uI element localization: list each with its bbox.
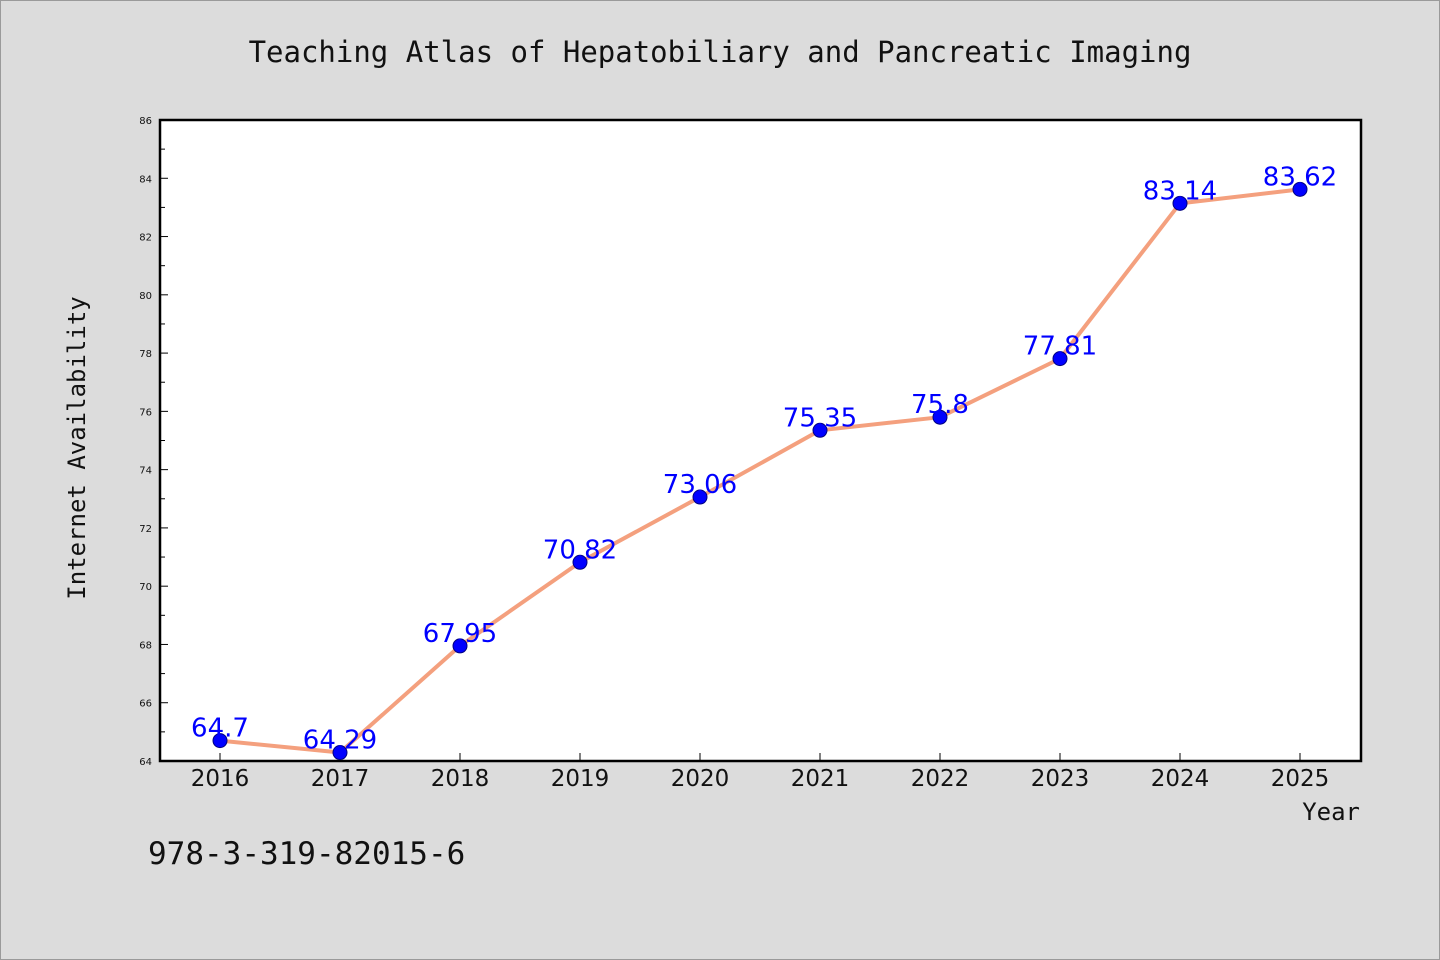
data-label: 77.81	[1023, 332, 1097, 362]
x-tick-label: 2024	[1151, 766, 1210, 792]
y-tick-label: 66	[139, 699, 152, 710]
y-axis: 64 66 68 70 72 74 76 78 80 82 84 86	[139, 116, 168, 768]
data-label: 83.14	[1143, 176, 1217, 206]
data-labels: 64.7 64.29 67.95 70.82 73.06 75.35 75.8 77.81 83…	[191, 162, 1337, 755]
x-tick-label: 2025	[1271, 766, 1330, 792]
y-tick-label: 72	[139, 524, 152, 535]
x-tick-label: 2018	[431, 766, 490, 792]
data-point	[1292, 181, 1308, 197]
y-tick-label: 80	[139, 291, 152, 302]
data-point	[572, 554, 588, 570]
data-point	[692, 489, 708, 505]
data-point	[1172, 195, 1188, 211]
data-point	[812, 422, 828, 438]
y-tick-label: 78	[139, 349, 152, 360]
y-tick-label: 70	[139, 582, 152, 593]
x-tick-label: 2023	[1031, 766, 1090, 792]
y-tick-label: 76	[139, 407, 152, 418]
data-label: 83.62	[1263, 162, 1337, 192]
y-tick-label: 84	[139, 174, 152, 185]
plot-area	[158, 118, 1363, 763]
data-point	[212, 733, 228, 749]
data-point	[332, 745, 348, 761]
y-tick-label: 64	[139, 757, 152, 768]
y-axis-label: Internet Availability	[63, 296, 91, 599]
x-tick-label: 2022	[911, 766, 970, 792]
series-line	[218, 187, 1302, 755]
y-tick-label: 74	[139, 466, 152, 477]
data-label: 64.29	[303, 726, 377, 756]
data-point	[932, 409, 948, 425]
y-tick-label: 68	[139, 640, 152, 651]
data-label: 67.95	[423, 619, 497, 649]
data-label: 70.82	[543, 535, 617, 565]
x-axis: 2016 2017 2018 2019 2020 2021 2022 2023 2024 2025	[191, 753, 1330, 792]
data-label: 75.35	[783, 403, 857, 433]
series-markers	[212, 181, 1308, 761]
y-tick-label: 86	[139, 116, 152, 127]
data-label: 64.7	[191, 714, 249, 744]
y-tick-label: 82	[139, 233, 152, 244]
data-label: 73.06	[663, 470, 737, 500]
x-axis-label: Year	[1302, 798, 1360, 826]
data-point	[1052, 351, 1068, 367]
x-tick-label: 2016	[191, 766, 250, 792]
chart-title: Teaching Atlas of Hepatobiliary and Panc…	[249, 35, 1192, 69]
x-tick-label: 2020	[671, 766, 730, 792]
isbn-text: 978-3-319-82015-6	[148, 836, 465, 872]
x-tick-label: 2017	[311, 766, 370, 792]
data-label: 75.8	[911, 390, 969, 420]
x-tick-label: 2021	[791, 766, 850, 792]
data-point	[452, 638, 468, 654]
x-tick-label: 2019	[551, 766, 610, 792]
